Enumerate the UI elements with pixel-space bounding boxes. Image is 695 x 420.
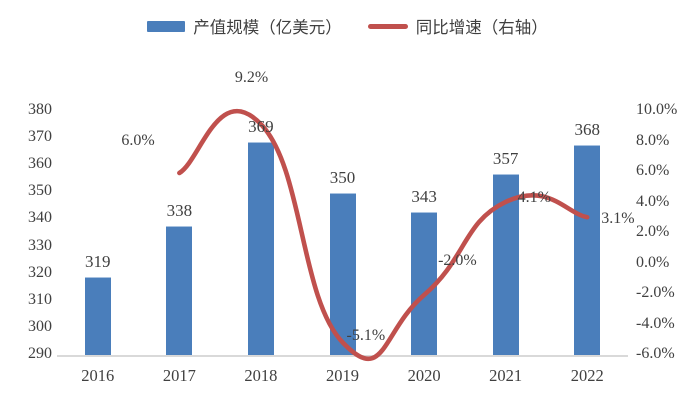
bar-2022[interactable] xyxy=(574,144,601,356)
line-swatch-icon xyxy=(367,23,408,29)
bar-data-label-2020: 343 xyxy=(411,187,437,207)
x-axis-tick-label: 2018 xyxy=(244,366,278,385)
right-axis-tick-label: 6.0% xyxy=(636,162,670,179)
line-data-label-2021: 4.1% xyxy=(517,188,551,206)
right-axis-tick-label: 0.0% xyxy=(636,253,670,271)
left-axis-tick-label: 300 xyxy=(28,317,52,335)
bar-data-label-2021: 357 xyxy=(492,149,519,169)
legend-label-line-series: 同比增速（右轴） xyxy=(415,18,548,37)
bar-data-label-2022: 368 xyxy=(574,119,600,139)
left-axis-tick-label: 310 xyxy=(28,290,52,308)
left-axis-tick-label: 380 xyxy=(28,101,52,118)
bar-swatch-icon xyxy=(147,20,186,32)
bar-data-label-2018: 369 xyxy=(248,116,274,136)
bar-2016[interactable] xyxy=(84,277,111,356)
axis-baseline xyxy=(57,355,628,357)
chart-legend: 产值规模（亿美元） 同比增速（右轴） xyxy=(0,14,695,38)
x-axis-tick-label: 2016 xyxy=(81,366,115,385)
left-axis-tick-label: 340 xyxy=(28,209,52,227)
bar-2018[interactable] xyxy=(247,141,274,356)
right-axis-tick-label: -6.0% xyxy=(636,345,675,362)
right-axis-tick-label: 2.0% xyxy=(636,223,670,240)
left-axis-tick-label: 370 xyxy=(28,128,52,146)
bar-data-label-2016: 319 xyxy=(85,252,111,272)
right-axis-tick-label: 8.0% xyxy=(636,131,670,149)
growth-rate-line[interactable] xyxy=(177,108,590,361)
x-axis-tick-label: 2021 xyxy=(489,366,523,385)
line-data-label-2019: -5.1% xyxy=(346,327,386,345)
legend-item-line-series[interactable]: 同比增速（右轴） xyxy=(367,14,548,38)
x-axis-tick-label: 2020 xyxy=(407,366,441,385)
line-data-label-2022: 3.1% xyxy=(601,210,635,228)
x-axis-tick-label: 2022 xyxy=(570,366,604,385)
x-axis-tick-label: 2019 xyxy=(326,366,359,385)
right-axis-tick-label: 4.0% xyxy=(636,192,670,210)
left-axis-tick-label: 360 xyxy=(28,155,52,173)
line-data-label-2017: 6.0% xyxy=(121,132,155,149)
bar-2017[interactable] xyxy=(166,225,193,356)
left-axis-tick-label: 350 xyxy=(28,182,52,200)
bar-data-label-2019: 350 xyxy=(329,168,356,188)
left-axis-tick-label: 320 xyxy=(28,263,52,281)
right-axis-tick-label: -4.0% xyxy=(636,314,675,332)
right-axis-tick-label: -2.0% xyxy=(636,284,675,301)
legend-item-bar-series[interactable]: 产值规模（亿美元） xyxy=(147,14,342,38)
x-axis-tick-label: 2017 xyxy=(162,366,196,385)
left-axis-tick-label: 290 xyxy=(28,345,52,362)
right-axis-tick-label: 10.0% xyxy=(636,101,678,118)
line-data-label-2020: -2.0% xyxy=(438,252,477,269)
left-axis-tick-label: 330 xyxy=(28,236,52,254)
line-data-label-2018: 9.2% xyxy=(234,69,269,87)
legend-label-bar-series: 产值规模（亿美元） xyxy=(193,18,342,37)
bar-data-label-2017: 338 xyxy=(166,200,193,220)
